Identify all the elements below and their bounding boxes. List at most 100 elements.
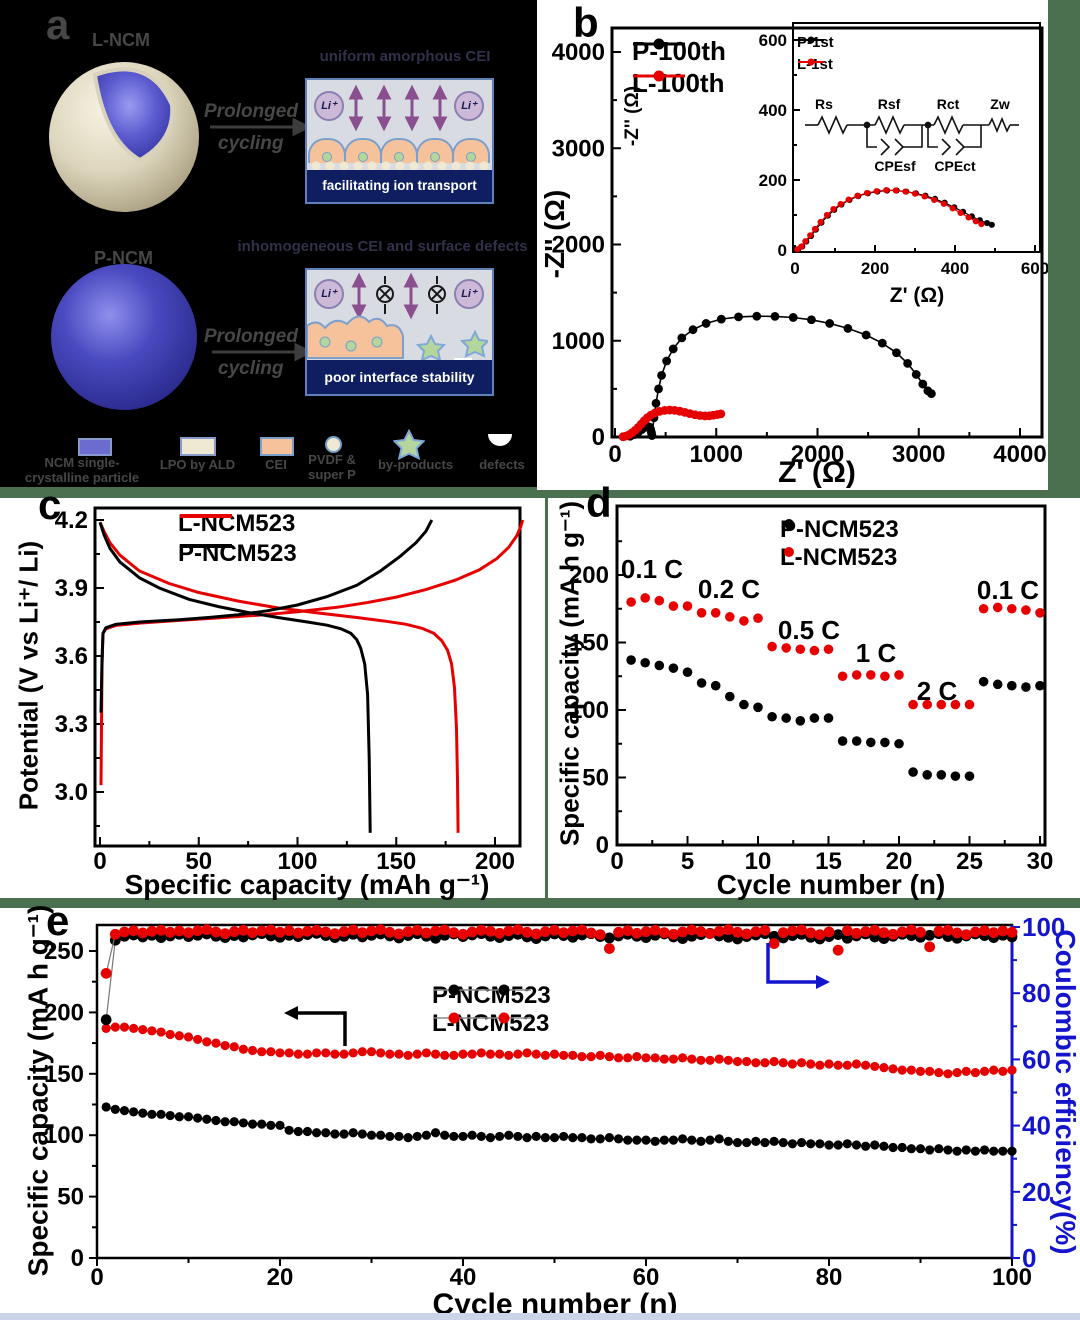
svg-text:2000: 2000 — [552, 232, 605, 259]
legend-label: NCM single- crystalline particle — [24, 455, 140, 485]
svg-text:100: 100 — [1022, 912, 1065, 942]
svg-text:0: 0 — [93, 848, 106, 875]
rate-label-02c: 0.2 C — [697, 574, 761, 604]
li-ion-badge: Li⁺ — [454, 91, 484, 121]
legend-e-lncm523: L-NCM523 — [432, 1010, 550, 1037]
svg-text:0: 0 — [592, 424, 605, 451]
panel-a: a — [0, 0, 537, 487]
b-x-axis-label: Z' (Ω) — [778, 456, 856, 489]
svg-text:20: 20 — [886, 848, 913, 875]
d-x-axis-label: Cycle number (n) — [716, 869, 946, 900]
legend-d-lncm523: L-NCM523 — [780, 544, 898, 571]
svg-text:25: 25 — [956, 848, 983, 875]
prolonged-text-top: Prolonged — [204, 101, 298, 122]
svg-text:60: 60 — [1022, 1044, 1051, 1074]
legend-label: LPO by ALD — [159, 457, 236, 472]
rct-label: Rct — [936, 96, 960, 112]
d-y-axis-label: Specific capacity (mA h g⁻¹) — [554, 500, 585, 847]
svg-text:80: 80 — [1022, 978, 1051, 1008]
svg-text:20: 20 — [267, 1264, 294, 1291]
svg-text:50: 50 — [57, 1184, 84, 1211]
svg-text:600: 600 — [759, 31, 787, 50]
svg-text:0: 0 — [610, 848, 623, 875]
voltage-profile-chart: 0 50 100 150 200 3.0 3.3 3.6 3.9 4.2 — [55, 506, 525, 875]
svg-text:0: 0 — [71, 1245, 84, 1272]
svg-text:100: 100 — [44, 1122, 84, 1149]
ion-arrows — [348, 84, 448, 132]
inhomogeneous-cei-box: Li⁺ Li⁺ — [305, 268, 494, 396]
l-ncm-label: L-NCM — [92, 30, 150, 50]
bottom-strip — [0, 1313, 1080, 1320]
zw-label: Zw — [990, 96, 1010, 112]
rate-label-01c-return: 0.1 C — [976, 575, 1040, 605]
cei-icon — [260, 437, 294, 456]
cpesf-label: CPEsf — [874, 158, 916, 174]
legend-l1st: L-1st — [797, 56, 833, 73]
rate-label-2c: 2 C — [916, 676, 958, 706]
svg-text:200: 200 — [759, 171, 787, 190]
svg-text:60: 60 — [633, 1264, 660, 1291]
svg-text:3000: 3000 — [892, 441, 945, 468]
rate-label-01c: 0.1 C — [620, 554, 684, 584]
legend-l100th: L-100th — [632, 68, 725, 98]
cycling-text-bottom: cycling — [218, 358, 284, 379]
li-ion-badge: Li⁺ — [454, 279, 484, 309]
svg-text:0: 0 — [90, 1264, 103, 1291]
svg-text:3.9: 3.9 — [55, 575, 88, 602]
equivalent-circuit-icon — [805, 115, 1019, 156]
svg-text:150: 150 — [44, 1061, 84, 1088]
lpo-bead-layer — [309, 161, 490, 172]
legend-e-pncm523: P-NCM523 — [432, 982, 551, 1009]
byproducts-icon — [393, 428, 425, 460]
panel-e-letter: e — [46, 897, 70, 944]
li-ion-badge: Li⁺ — [314, 91, 344, 121]
e-right-axis-label: Coulombic efficiency(%) — [1050, 929, 1080, 1255]
legend-p1st: P-1st — [797, 34, 834, 51]
legend-label: CEI — [265, 457, 287, 472]
e-y-axis-label: Specific capacity (mA h g⁻¹) — [22, 904, 54, 1277]
svg-text:2000: 2000 — [791, 441, 844, 468]
uniform-cei-box: Li⁺ Li⁺ facilitating ion transport — [305, 78, 494, 204]
svg-text:1000: 1000 — [552, 328, 605, 355]
b-y-axis-label: -Z'' (Ω) — [539, 189, 570, 279]
svg-text:600: 600 — [1021, 259, 1048, 278]
svg-text:4.2: 4.2 — [55, 507, 88, 534]
svg-text:100: 100 — [569, 697, 609, 724]
prolonged-text-bottom: Prolonged — [204, 326, 298, 347]
svg-text:3.6: 3.6 — [55, 643, 88, 670]
cycling-text-top: cycling — [218, 133, 284, 154]
li-ion-badge: Li⁺ — [314, 279, 344, 309]
panel-b: b 0 1000 2000 3000 4000 0 1000 20 — [537, 0, 1048, 490]
legend-p100th: P-100th — [632, 36, 726, 66]
svg-text:0: 0 — [596, 832, 609, 859]
svg-text:400: 400 — [759, 101, 787, 120]
svg-text:200: 200 — [475, 848, 515, 875]
svg-text:50: 50 — [185, 848, 212, 875]
svg-text:5: 5 — [681, 848, 694, 875]
svg-text:15: 15 — [815, 848, 842, 875]
l-ncm-core — [92, 67, 175, 163]
svg-text:10: 10 — [745, 848, 772, 875]
svg-text:0: 0 — [790, 259, 799, 278]
svg-text:80: 80 — [816, 1264, 843, 1291]
defects-icon — [488, 434, 512, 446]
svg-text:0: 0 — [1022, 1243, 1036, 1273]
svg-text:4000: 4000 — [552, 39, 605, 66]
byproduct-stars — [415, 329, 488, 362]
inset-y-axis-label: -Z'' (Ω) — [622, 85, 643, 147]
svg-text:3000: 3000 — [552, 135, 605, 162]
legend-d-pncm523: P-NCM523 — [780, 516, 899, 543]
legend-pncm523: P-NCM523 — [178, 540, 297, 567]
rate-label-1c: 1 C — [855, 638, 897, 668]
svg-text:150: 150 — [376, 848, 416, 875]
svg-text:50: 50 — [582, 765, 609, 792]
svg-text:200: 200 — [569, 562, 609, 589]
ncm-particle-icon — [78, 438, 112, 456]
cpect-label: CPEct — [934, 158, 976, 174]
svg-text:4000: 4000 — [993, 441, 1046, 468]
svg-text:20: 20 — [1022, 1177, 1051, 1207]
rate-label-05c: 0.5 C — [777, 615, 841, 645]
